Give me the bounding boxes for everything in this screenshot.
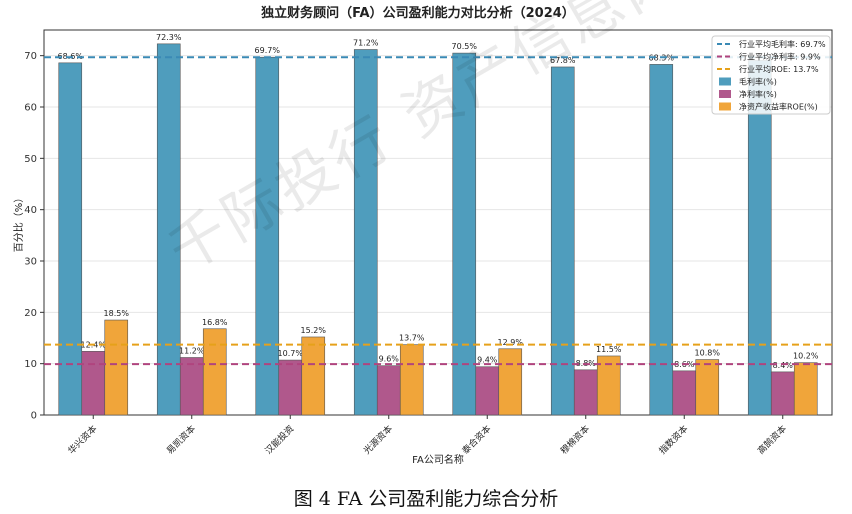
bar-value-label: 9.6% (379, 355, 400, 364)
x-tick-label: 易凯资本 (164, 423, 198, 457)
bar (649, 64, 674, 416)
bar-value-label: 72.3% (156, 33, 182, 42)
figure-caption: 图 4 FA 公司盈利能力综合分析 (293, 488, 559, 510)
legend-label: 净利率(%) (739, 89, 777, 99)
legend-label: 净资产收益率ROE(%) (739, 102, 818, 112)
bar (550, 66, 575, 416)
x-tick-label: 泰合资本 (459, 423, 493, 457)
y-tick-label: 50 (24, 154, 37, 165)
bar (793, 362, 818, 416)
bar (278, 359, 303, 416)
bar-value-label: 16.8% (202, 318, 228, 327)
bar (452, 52, 477, 416)
y-tick-label: 60 (24, 103, 37, 114)
bar-value-label: 10.2% (793, 352, 819, 361)
legend-swatch (719, 90, 731, 98)
bar-value-label: 8.4% (773, 361, 794, 370)
bar-value-label: 10.7% (278, 349, 304, 358)
bar (156, 43, 181, 416)
bar-value-label: 9.4% (477, 356, 498, 365)
bar (179, 357, 204, 416)
bar-value-label: 10.8% (695, 349, 721, 358)
y-tick-label: 70 (24, 51, 37, 62)
bar (353, 49, 378, 416)
x-tick-label: 指数资本 (656, 423, 690, 457)
bar-value-label: 12.9% (498, 338, 524, 347)
legend-label: 毛利率(%) (739, 77, 777, 87)
legend-label: 行业平均ROE: 13.7% (739, 64, 819, 74)
bar-value-label: 11.2% (179, 347, 205, 356)
y-tick-label: 20 (24, 308, 37, 319)
x-tick-label: 穆棉资本 (558, 423, 592, 457)
bar (695, 359, 720, 416)
bar (596, 355, 621, 416)
profitability-chart: 独立财务顾问（FA）公司盈利能力对比分析（2024） 0 10 20 30 40 50 60 7… (13, 5, 833, 466)
bar-value-label: 15.2% (301, 326, 327, 335)
x-tick-label: 高鹄资本 (755, 423, 789, 457)
legend-label: 行业平均毛利率: 69.7% (739, 39, 826, 49)
y-tick-label: 30 (24, 257, 37, 268)
bar (104, 319, 129, 416)
bar (498, 348, 523, 416)
bar (301, 336, 326, 416)
bar (81, 351, 106, 416)
bar (573, 369, 598, 416)
x-tick-label: 光源资本 (361, 423, 395, 457)
bar-value-label: 13.7% (399, 334, 425, 343)
x-tick-label: 汉能投资 (262, 423, 296, 457)
bar-value-label: 18.5% (104, 309, 130, 318)
y-tick-label: 40 (24, 205, 37, 216)
bar (202, 328, 227, 416)
legend-box (711, 35, 831, 115)
bar-value-label: 67.8% (550, 56, 576, 65)
bar-value-label: 71.2% (353, 39, 379, 48)
legend-swatch (719, 77, 731, 86)
bar (770, 371, 795, 416)
bar (376, 365, 401, 416)
bar-value-label: 69.7% (255, 46, 281, 55)
bar (399, 344, 424, 416)
chart-title: 独立财务顾问（FA）公司盈利能力对比分析（2024） (261, 5, 575, 21)
x-tick-label: 华兴资本 (65, 423, 99, 457)
bar (672, 370, 697, 416)
bar (58, 62, 83, 416)
bar-value-label: 70.5% (452, 42, 478, 51)
y-axis-label: 百分比（%） (13, 193, 25, 253)
plot-frame (43, 29, 833, 416)
bar-value-label: 11.5% (596, 345, 622, 354)
y-tick-label: 10 (24, 359, 37, 370)
legend-label: 行业平均净利率: 9.9% (739, 52, 821, 62)
x-axis-label: FA公司名称 (412, 453, 464, 466)
y-tick-label: 0 (31, 411, 37, 422)
legend-swatch (719, 102, 731, 111)
bar (475, 366, 500, 416)
